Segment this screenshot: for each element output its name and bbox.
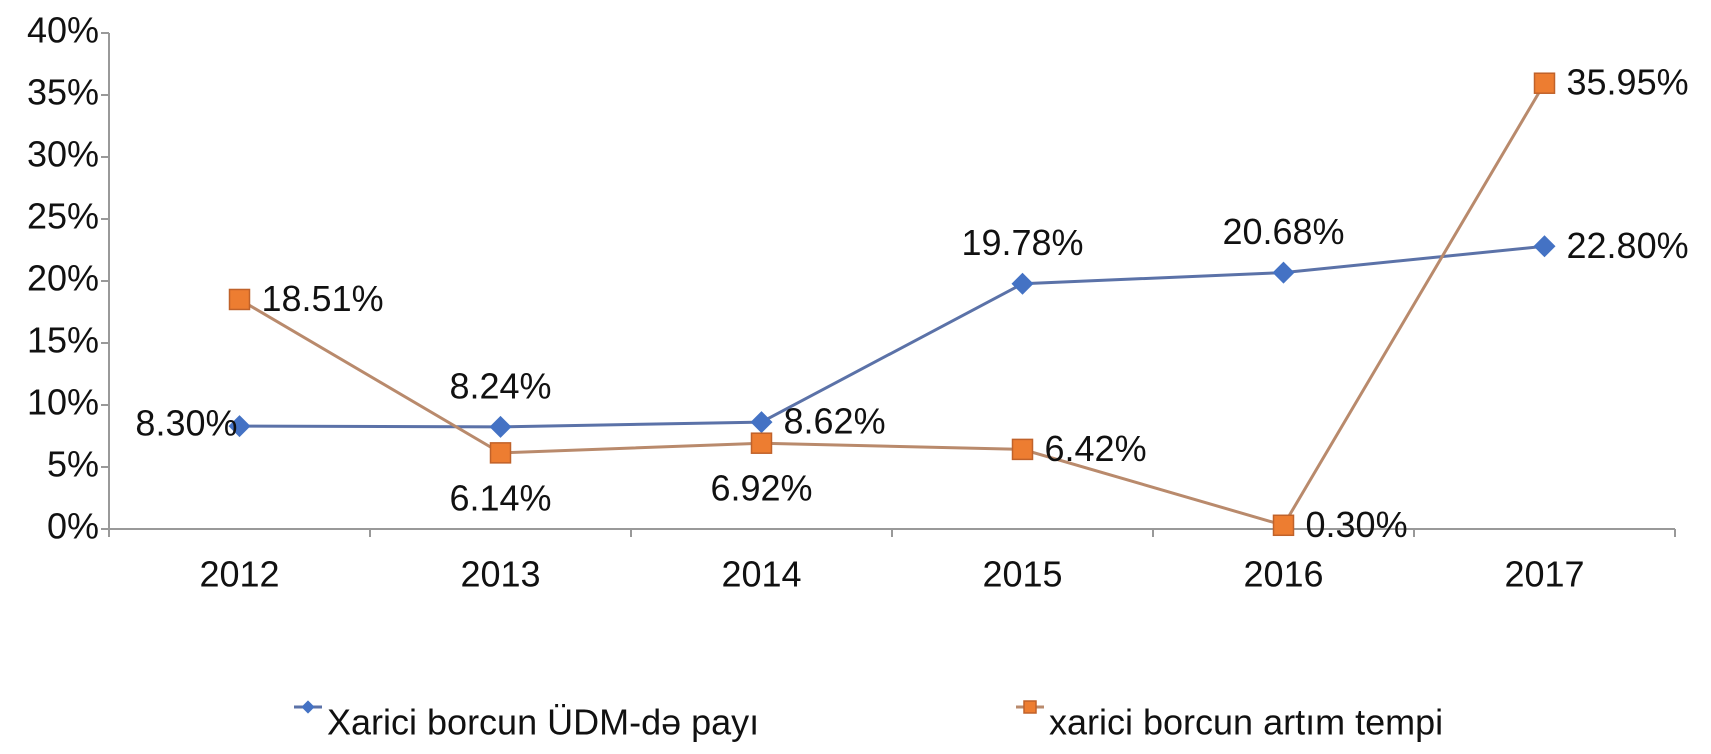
x-tick-label: 2013 [460, 554, 540, 595]
legend-label: Xarici borcun ÜDM-də payı [327, 702, 759, 743]
y-tick-label: 20% [27, 258, 99, 299]
y-tick-label: 15% [27, 320, 99, 361]
data-point [1011, 272, 1034, 295]
data-label: 20.68% [1222, 211, 1344, 252]
data-label: 0.30% [1306, 504, 1408, 545]
x-tick-label: 2017 [1504, 554, 1584, 595]
data-label: 6.42% [1045, 428, 1147, 469]
data-label: 8.30% [135, 403, 237, 444]
legend-marker [1023, 700, 1037, 714]
y-tick-label: 5% [47, 444, 99, 485]
y-tick-label: 35% [27, 72, 99, 113]
data-label: 8.62% [784, 401, 886, 442]
data-point [1011, 438, 1034, 461]
data-label: 22.80% [1567, 225, 1689, 266]
data-label: 19.78% [961, 222, 1083, 263]
legend-marker [301, 700, 315, 714]
x-tick-label: 2014 [721, 554, 801, 595]
y-tick-label: 30% [27, 134, 99, 175]
data-label: 6.92% [710, 468, 812, 509]
y-tick-label: 10% [27, 382, 99, 423]
y-tick-label: 40% [27, 10, 99, 51]
series-line [238, 82, 1546, 528]
y-tick-label: 0% [47, 506, 99, 547]
data-label: 8.24% [449, 365, 551, 406]
y-tick-label: 25% [27, 196, 99, 237]
data-point [1533, 72, 1556, 94]
data-point [1272, 261, 1295, 284]
data-label: 6.14% [449, 477, 551, 518]
data-point [489, 415, 512, 438]
data-point [750, 432, 773, 454]
data-point [228, 288, 251, 311]
data-point [1533, 235, 1556, 258]
x-tick-label: 2015 [982, 554, 1062, 595]
data-label: 18.51% [262, 278, 384, 319]
x-tick-label: 2016 [1243, 554, 1323, 595]
data-point [1272, 514, 1295, 537]
legend-label: xarici borcun artım tempi [1049, 702, 1443, 743]
x-tick-label: 2012 [199, 554, 279, 595]
data-point [750, 411, 773, 434]
data-point [228, 415, 251, 438]
data-point [489, 442, 512, 464]
data-label: 35.95% [1567, 62, 1689, 103]
series-line [239, 244, 1545, 429]
